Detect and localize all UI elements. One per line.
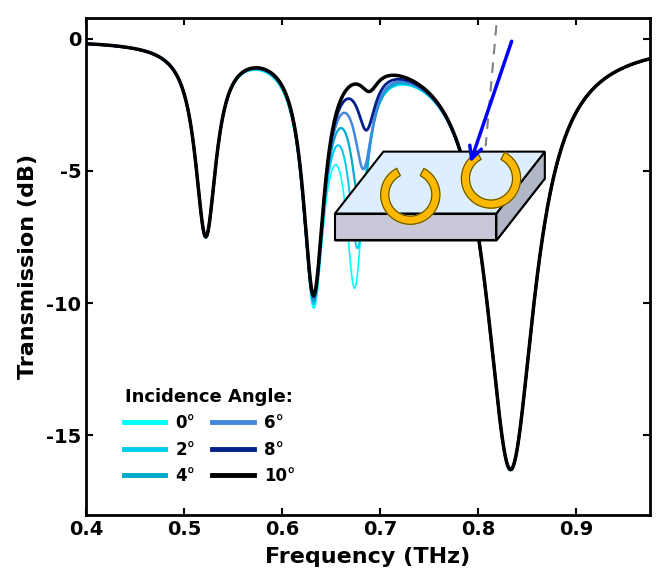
Polygon shape xyxy=(335,214,497,240)
Polygon shape xyxy=(497,152,545,240)
Y-axis label: Transmission (dB): Transmission (dB) xyxy=(18,154,38,378)
X-axis label: Frequency (THz): Frequency (THz) xyxy=(265,547,471,567)
Polygon shape xyxy=(335,178,545,240)
Polygon shape xyxy=(381,168,440,224)
Polygon shape xyxy=(335,152,545,214)
Polygon shape xyxy=(461,152,520,208)
Legend: 0°, 2°, 4°, 6°, 8°, 10°: 0°, 2°, 4°, 6°, 8°, 10° xyxy=(117,381,302,491)
